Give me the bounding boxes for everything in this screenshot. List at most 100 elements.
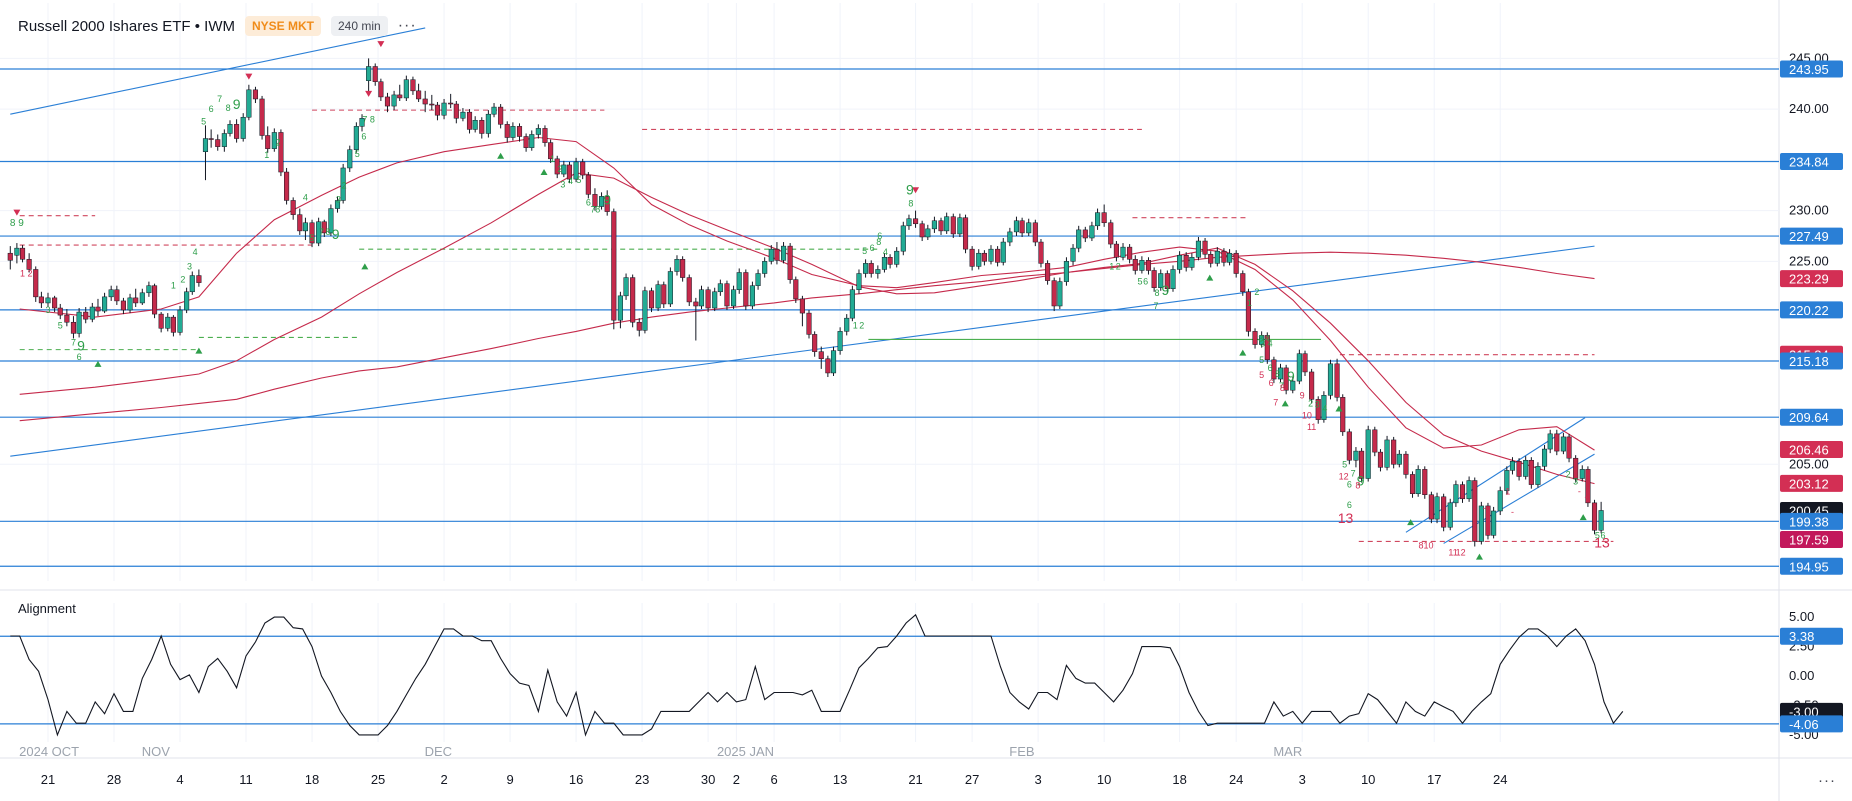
candle-body (384, 96, 391, 107)
candle-body (561, 164, 567, 175)
candle-body (1598, 510, 1604, 531)
candle-body (787, 245, 793, 280)
candle (1151, 267, 1157, 292)
candle-body (1428, 494, 1434, 520)
candle-body (1145, 260, 1152, 271)
count-label: 6 (361, 132, 366, 142)
candle (868, 260, 874, 278)
candle (630, 274, 636, 328)
candle (731, 285, 737, 310)
count-label: 1 (1247, 298, 1252, 308)
count-label: 4 (1265, 334, 1270, 344)
count-label: 12 (1339, 472, 1349, 482)
candle-body (825, 358, 831, 374)
alignment-badge-bg (1780, 715, 1843, 733)
candle-body (127, 297, 133, 311)
candle-body (1095, 212, 1101, 227)
candle (1585, 466, 1591, 507)
candle (1296, 349, 1302, 385)
candle (422, 90, 428, 113)
candle (1076, 225, 1082, 253)
candle-body (26, 259, 32, 270)
price-badge: 220.22 (1780, 301, 1843, 319)
candle-body (284, 171, 290, 201)
candle-body (1132, 259, 1138, 271)
count-label: 2 (1308, 398, 1313, 408)
price-badge-bg (1780, 60, 1843, 78)
candle-body (1019, 220, 1025, 234)
candle (1573, 455, 1579, 483)
candle (667, 267, 673, 307)
more-options-icon[interactable]: ··· (397, 17, 417, 34)
candle (1466, 476, 1472, 502)
candle (780, 242, 787, 264)
alignment-badge: 3.38 (1780, 627, 1843, 645)
count-label: 12 (1456, 548, 1466, 558)
candle (1409, 471, 1416, 498)
candle-body (1409, 474, 1416, 494)
price-badge-bg (1780, 227, 1843, 245)
count-label: 6 (586, 198, 591, 208)
candle (1113, 241, 1119, 262)
candle (548, 139, 554, 163)
count-label: 3 (1258, 334, 1263, 344)
time-axis-tick-label: 4 (176, 772, 183, 787)
candle (1183, 252, 1189, 272)
candle-body (378, 81, 384, 98)
candle (749, 281, 755, 310)
candle-body (868, 263, 874, 274)
candle-body (403, 79, 409, 99)
candle (724, 280, 730, 311)
candle (1340, 394, 1346, 436)
candle-body (724, 283, 730, 307)
candle-body (623, 277, 629, 297)
candle-body (1403, 453, 1409, 475)
candle (925, 224, 931, 241)
candle (76, 308, 82, 338)
candle (1541, 445, 1548, 471)
candle (1535, 462, 1541, 488)
candle-body (152, 285, 158, 315)
axis-settings-icon[interactable]: ··· (1818, 772, 1836, 789)
candle (1528, 457, 1534, 489)
candle (900, 221, 906, 256)
candle-body (372, 66, 378, 82)
exchange-badge: NYSE MKT (244, 16, 321, 36)
candle (1403, 451, 1409, 479)
candle (52, 295, 58, 313)
candle-body (1353, 450, 1359, 461)
candle (290, 197, 296, 220)
interval-badge[interactable]: 240 min (331, 16, 388, 36)
candle (278, 129, 284, 177)
candle-body (504, 124, 510, 138)
candle-body (1032, 222, 1038, 243)
count-label: 8 (326, 227, 331, 237)
candle-body (177, 309, 183, 333)
candle (1598, 501, 1604, 534)
candle (460, 108, 466, 122)
candle (95, 298, 101, 317)
candle (661, 281, 667, 309)
candle (561, 160, 567, 178)
price-badge-label: 220.22 (1789, 303, 1829, 318)
candle-body (818, 351, 824, 360)
count-label: 9 (603, 192, 611, 208)
candle-body (7, 252, 13, 261)
candle (240, 113, 246, 142)
candle (302, 217, 308, 241)
count-label: 9 (1287, 368, 1295, 384)
symbol-title[interactable]: Russell 2000 Ishares ETF • IWM (18, 17, 235, 35)
count-label: 6 (1347, 480, 1352, 490)
count-label: 7 (1273, 397, 1278, 407)
candle (416, 83, 422, 103)
count-label: 5 (1342, 459, 1347, 469)
candle-body (1076, 229, 1082, 249)
candle (1302, 350, 1308, 377)
candle-body (900, 225, 906, 252)
price-badge: 197.59 (1780, 530, 1843, 548)
candle-body (491, 106, 497, 115)
alignment-line (10, 613, 1624, 737)
candle-body (1447, 502, 1453, 528)
buy-signal-marker (1475, 553, 1483, 560)
